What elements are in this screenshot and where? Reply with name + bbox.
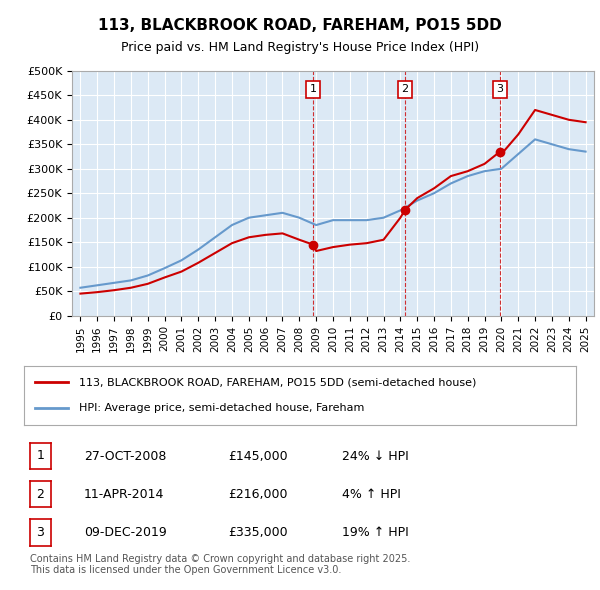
Text: £335,000: £335,000 xyxy=(228,526,287,539)
Text: HPI: Average price, semi-detached house, Fareham: HPI: Average price, semi-detached house,… xyxy=(79,404,365,413)
Text: 3: 3 xyxy=(37,526,44,539)
Text: 2: 2 xyxy=(401,84,409,94)
Text: 09-DEC-2019: 09-DEC-2019 xyxy=(84,526,167,539)
Text: 113, BLACKBROOK ROAD, FAREHAM, PO15 5DD (semi-detached house): 113, BLACKBROOK ROAD, FAREHAM, PO15 5DD … xyxy=(79,378,476,387)
Text: 11-APR-2014: 11-APR-2014 xyxy=(84,488,164,501)
Text: 2: 2 xyxy=(37,487,44,501)
Text: 1: 1 xyxy=(37,449,44,463)
Text: Contains HM Land Registry data © Crown copyright and database right 2025.
This d: Contains HM Land Registry data © Crown c… xyxy=(30,553,410,575)
Text: 113, BLACKBROOK ROAD, FAREHAM, PO15 5DD: 113, BLACKBROOK ROAD, FAREHAM, PO15 5DD xyxy=(98,18,502,32)
Text: 27-OCT-2008: 27-OCT-2008 xyxy=(84,450,166,463)
Text: Price paid vs. HM Land Registry's House Price Index (HPI): Price paid vs. HM Land Registry's House … xyxy=(121,41,479,54)
Text: £216,000: £216,000 xyxy=(228,488,287,501)
Text: 1: 1 xyxy=(310,84,317,94)
Text: 4% ↑ HPI: 4% ↑ HPI xyxy=(342,488,401,501)
Text: £145,000: £145,000 xyxy=(228,450,287,463)
Text: 19% ↑ HPI: 19% ↑ HPI xyxy=(342,526,409,539)
Text: 3: 3 xyxy=(497,84,503,94)
Text: 24% ↓ HPI: 24% ↓ HPI xyxy=(342,450,409,463)
